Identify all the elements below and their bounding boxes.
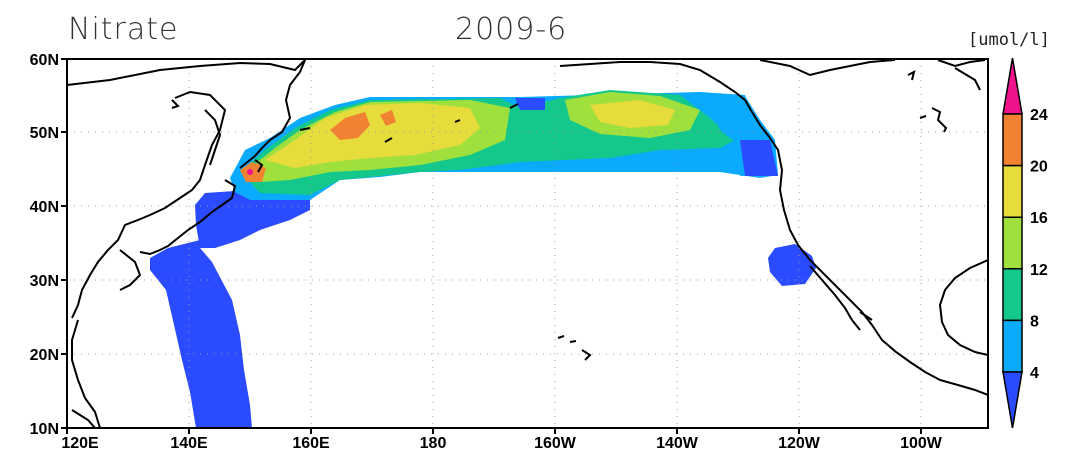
lon-tick-label: 140W: [656, 435, 699, 452]
colorbar-segment: [1002, 113, 1023, 167]
colorbar-bottom-triangle: [1002, 371, 1023, 429]
lon-tick-label: 120W: [778, 435, 821, 452]
map-frame: [66, 58, 989, 429]
colorbar: [1002, 57, 1023, 429]
colorbar-tick-label: 12: [1030, 262, 1048, 279]
colorbar-tick-label: 4: [1030, 365, 1039, 382]
lon-tick-label: 140E: [170, 435, 208, 452]
lat-tick-label: 40N: [30, 199, 59, 216]
map-title-date: 2009-6: [455, 12, 568, 47]
coastlines: [67, 59, 988, 428]
lon-tick-label: 180: [420, 435, 447, 452]
colorbar-tick-label: 16: [1030, 210, 1048, 227]
lon-tick-label: 160W: [534, 435, 577, 452]
lon-tick-label: 160E: [292, 435, 330, 452]
lat-tick-label: 20N: [30, 347, 59, 364]
lat-tick-label: 30N: [30, 273, 59, 290]
colorbar-top-triangle: [1002, 57, 1023, 115]
axis-ticks: [61, 58, 922, 434]
colorbar-units: [umol/l]: [968, 30, 1050, 50]
colorbar-segment: [1002, 319, 1023, 373]
colorbar-segment: [1002, 164, 1023, 218]
lat-tick-label: 50N: [30, 125, 59, 142]
colorbar-tick-label: 8: [1030, 313, 1039, 330]
colorbar-segment: [1002, 216, 1023, 270]
lat-tick-label: 60N: [30, 52, 59, 69]
lon-tick-label: 120E: [61, 435, 99, 452]
lon-tick-label: 100W: [900, 435, 943, 452]
lat-tick-label: 10N: [30, 421, 59, 438]
colorbar-tick-label: 20: [1030, 159, 1048, 176]
colorbar-tick-label: 24: [1030, 107, 1048, 124]
nitrate-field: [150, 90, 816, 428]
colorbar-segment: [1002, 268, 1023, 322]
map-title-variable: Nitrate: [68, 12, 179, 47]
